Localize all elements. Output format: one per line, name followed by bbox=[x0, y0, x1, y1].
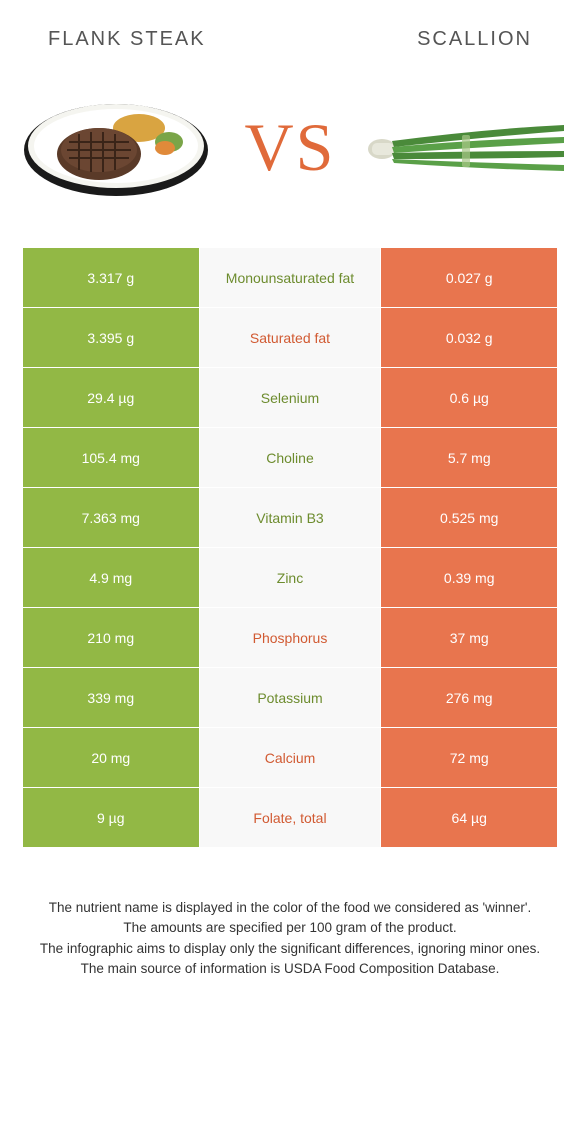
left-value-cell: 210 mg bbox=[23, 608, 200, 668]
nutrient-name-cell: Potassium bbox=[199, 668, 381, 728]
left-value-cell: 7.363 mg bbox=[23, 488, 200, 548]
table-row: 20 mgCalcium72 mg bbox=[23, 728, 558, 788]
table-row: 29.4 µgSelenium0.6 µg bbox=[23, 368, 558, 428]
scallion-image bbox=[364, 87, 564, 207]
left-value-cell: 339 mg bbox=[23, 668, 200, 728]
right-value-cell: 64 µg bbox=[381, 788, 558, 848]
scallion-icon bbox=[364, 107, 564, 187]
footer-notes: The nutrient name is displayed in the co… bbox=[0, 848, 580, 979]
footer-line: The infographic aims to display only the… bbox=[28, 939, 552, 959]
right-value-cell: 0.027 g bbox=[381, 248, 558, 308]
table-row: 3.395 gSaturated fat0.032 g bbox=[23, 308, 558, 368]
right-value-cell: 0.032 g bbox=[381, 308, 558, 368]
left-value-cell: 3.395 g bbox=[23, 308, 200, 368]
left-food-title: Flank Steak bbox=[48, 28, 206, 51]
footer-line: The nutrient name is displayed in the co… bbox=[28, 898, 552, 918]
right-value-cell: 0.39 mg bbox=[381, 548, 558, 608]
table-row: 4.9 mgZinc0.39 mg bbox=[23, 548, 558, 608]
right-value-cell: 0.6 µg bbox=[381, 368, 558, 428]
right-value-cell: 37 mg bbox=[381, 608, 558, 668]
nutrient-table: 3.317 gMonounsaturated fat0.027 g3.395 g… bbox=[22, 247, 558, 848]
left-value-cell: 105.4 mg bbox=[23, 428, 200, 488]
table-row: 7.363 mgVitamin B30.525 mg bbox=[23, 488, 558, 548]
nutrient-name-cell: Saturated fat bbox=[199, 308, 381, 368]
nutrient-name-cell: Phosphorus bbox=[199, 608, 381, 668]
header-row: Flank Steak Scallion bbox=[0, 0, 580, 67]
left-value-cell: 9 µg bbox=[23, 788, 200, 848]
right-value-cell: 276 mg bbox=[381, 668, 558, 728]
nutrient-name-cell: Folate, total bbox=[199, 788, 381, 848]
nutrient-name-cell: Monounsaturated fat bbox=[199, 248, 381, 308]
nutrient-name-cell: Vitamin B3 bbox=[199, 488, 381, 548]
nutrient-name-cell: Zinc bbox=[199, 548, 381, 608]
footer-line: The amounts are specified per 100 gram o… bbox=[28, 918, 552, 938]
left-value-cell: 20 mg bbox=[23, 728, 200, 788]
left-value-cell: 29.4 µg bbox=[23, 368, 200, 428]
nutrient-name-cell: Choline bbox=[199, 428, 381, 488]
right-value-cell: 5.7 mg bbox=[381, 428, 558, 488]
left-value-cell: 3.317 g bbox=[23, 248, 200, 308]
nutrient-name-cell: Selenium bbox=[199, 368, 381, 428]
footer-line: The main source of information is USDA F… bbox=[28, 959, 552, 979]
right-value-cell: 72 mg bbox=[381, 728, 558, 788]
table-row: 339 mgPotassium276 mg bbox=[23, 668, 558, 728]
right-food-title: Scallion bbox=[417, 28, 532, 51]
steak-plate-icon bbox=[21, 92, 211, 202]
images-row: VS bbox=[0, 67, 580, 247]
vs-label: VS bbox=[245, 108, 336, 187]
steak-image bbox=[16, 87, 216, 207]
table-row: 3.317 gMonounsaturated fat0.027 g bbox=[23, 248, 558, 308]
table-row: 210 mgPhosphorus37 mg bbox=[23, 608, 558, 668]
table-row: 105.4 mgCholine5.7 mg bbox=[23, 428, 558, 488]
table-row: 9 µgFolate, total64 µg bbox=[23, 788, 558, 848]
right-value-cell: 0.525 mg bbox=[381, 488, 558, 548]
left-value-cell: 4.9 mg bbox=[23, 548, 200, 608]
nutrient-name-cell: Calcium bbox=[199, 728, 381, 788]
